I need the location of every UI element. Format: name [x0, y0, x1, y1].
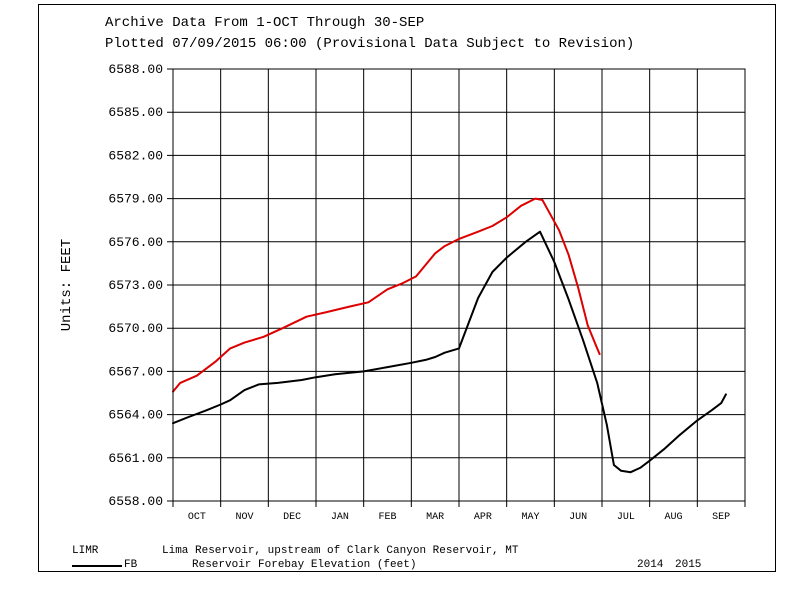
x-tick-label: MAR — [426, 512, 444, 523]
plot-area-border — [172, 68, 746, 502]
grid — [167, 68, 746, 507]
legend-param-description: Reservoir Forebay Elevation (feet) — [192, 559, 416, 571]
chart-title-line1: Archive Data From 1-OCT Through 30-SEP — [105, 15, 424, 31]
x-tick-label: NOV — [235, 512, 253, 523]
series-line-2015 — [172, 197, 601, 393]
legend-year-2014: 2014 — [637, 559, 664, 571]
series-lines — [172, 197, 727, 474]
x-tick-label: JUL — [617, 512, 635, 523]
chart-frame — [38, 4, 776, 572]
y-tick-labels: 6588.00 6585.00 6582.00 6579.00 6576.00 6573.… — [108, 62, 163, 509]
y-tick-label: 6570.00 — [108, 321, 163, 336]
legend-site-code: LIMR — [72, 545, 99, 557]
x-tick-label: FEB — [378, 512, 396, 523]
chart-title-line2: Plotted 07/09/2015 06:00 (Provisional Da… — [105, 36, 634, 52]
x-tick-label: APR — [474, 512, 492, 523]
x-tick-label: SEP — [712, 512, 730, 523]
legend-year-2015: 2015 — [675, 559, 701, 571]
x-tick-label: MAY — [521, 512, 539, 523]
y-axis-label: Units: FEET — [59, 239, 75, 331]
y-tick-label: 6567.00 — [108, 364, 163, 379]
legend: LIMR Lima Reservoir, upstream of Clark C… — [72, 545, 701, 571]
y-tick-label: 6561.00 — [108, 451, 163, 466]
legend-param-code: FB — [124, 559, 138, 571]
x-tick-label: JUN — [569, 512, 587, 523]
y-tick-label: 6573.00 — [108, 278, 163, 293]
x-tick-label: OCT — [188, 512, 206, 523]
y-tick-label: 6582.00 — [108, 148, 163, 163]
y-tick-label: 6576.00 — [108, 235, 163, 250]
y-tick-label: 6588.00 — [108, 62, 163, 77]
y-tick-label: 6564.00 — [108, 408, 163, 423]
x-tick-label: AUG — [664, 512, 682, 523]
y-tick-label: 6585.00 — [108, 105, 163, 120]
x-tick-labels: OCT NOV DEC JAN FEB MAR APR MAY JUN JUL AUG SEP — [188, 512, 730, 523]
x-tick-label: DEC — [283, 512, 301, 523]
legend-site-description: Lima Reservoir, upstream of Clark Canyon… — [162, 545, 519, 557]
x-tick-label: JAN — [331, 512, 349, 523]
series-line-2014 — [172, 230, 727, 474]
y-tick-label: 6558.00 — [108, 494, 163, 509]
y-tick-label: 6579.00 — [108, 192, 163, 207]
